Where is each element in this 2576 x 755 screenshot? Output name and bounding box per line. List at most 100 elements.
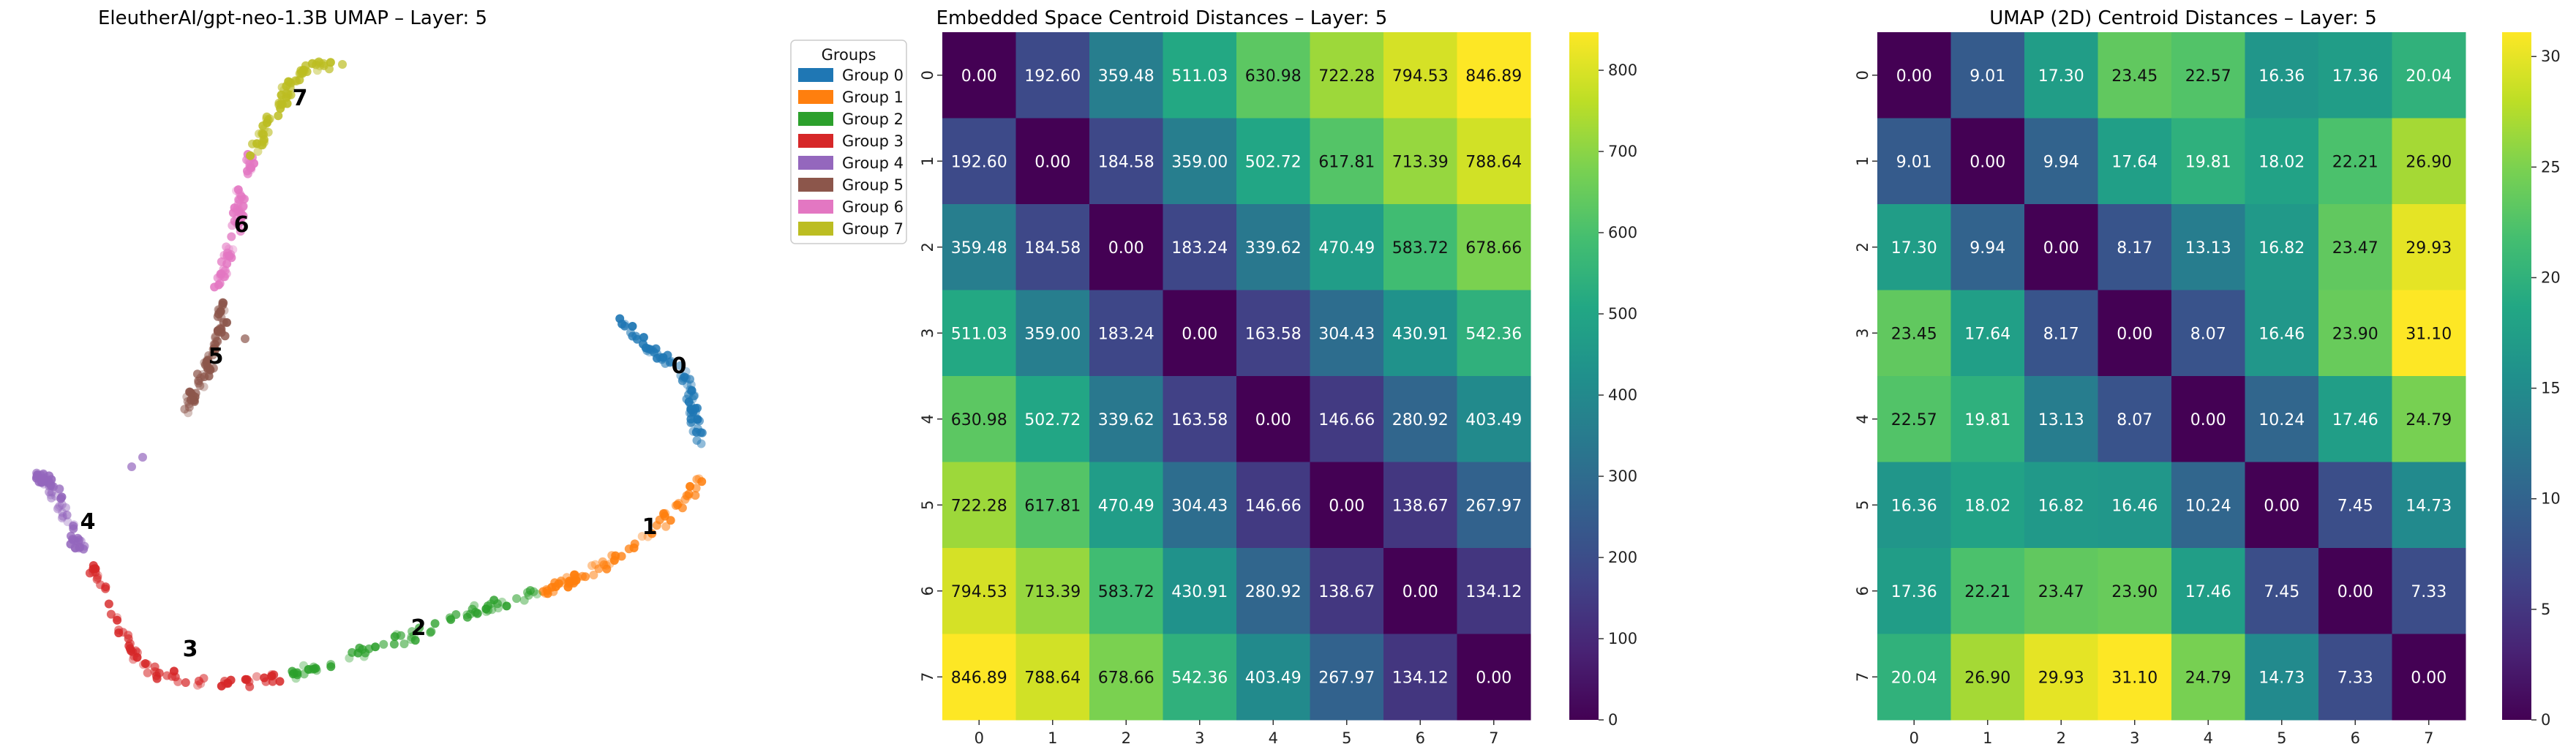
heatmap-cell-value: 678.66 bbox=[1098, 669, 1154, 687]
heatmap-cell bbox=[1310, 290, 1384, 377]
heatmap-cell bbox=[1950, 634, 2025, 721]
umap-point bbox=[275, 677, 285, 686]
umap-point bbox=[408, 627, 417, 636]
heatmap-cell-value: 630.98 bbox=[1245, 67, 1302, 86]
heatmap-cell-value: 0.00 bbox=[2117, 325, 2152, 343]
umap-point bbox=[180, 405, 189, 414]
umap-point bbox=[462, 610, 472, 620]
heatmap-cell-value: 788.64 bbox=[1465, 153, 1522, 171]
heatmap-cell-value: 470.49 bbox=[1098, 497, 1154, 515]
umap-point bbox=[571, 570, 580, 579]
umap-point bbox=[267, 672, 277, 681]
heatmap-cell-value: 24.79 bbox=[2185, 669, 2231, 687]
colorbar-tick-label: 20 bbox=[2541, 268, 2561, 286]
heatmap-cell bbox=[2171, 290, 2245, 377]
cluster-label: 5 bbox=[209, 344, 224, 369]
heatmap-cell-value: 13.13 bbox=[2038, 411, 2084, 429]
heatmap-cell-value: 184.58 bbox=[1098, 153, 1154, 171]
umap-point bbox=[430, 619, 440, 628]
umap-point bbox=[617, 319, 627, 328]
umap-point bbox=[661, 522, 671, 531]
heatmap-cell-value: 304.43 bbox=[1318, 325, 1375, 343]
heatmap-cell bbox=[1015, 634, 1090, 721]
umap-point bbox=[206, 365, 215, 375]
heatmap-cell bbox=[2392, 118, 2466, 205]
y-tick-label: 0 bbox=[919, 70, 936, 80]
x-tick-label: 2 bbox=[1122, 729, 1131, 747]
heatmap-cell-value: 8.17 bbox=[2043, 325, 2079, 343]
umap-point bbox=[307, 59, 317, 68]
heatmap-cell bbox=[942, 462, 1016, 549]
umap-point bbox=[639, 333, 648, 342]
heatmap-cell bbox=[1089, 290, 1163, 377]
heatmap-cell-value: 0.00 bbox=[1476, 669, 1512, 687]
heatmap-cell-value: 630.98 bbox=[951, 411, 1007, 429]
heatmap-cell-value: 17.64 bbox=[1964, 325, 2010, 343]
heatmap-cell-value: 9.01 bbox=[1969, 67, 2005, 86]
heatmap-cell-value: 146.66 bbox=[1318, 411, 1375, 429]
heatmap-cell bbox=[1089, 32, 1163, 119]
umap-point bbox=[564, 576, 574, 586]
umap-point bbox=[519, 596, 529, 605]
heatmap-cell-value: 713.39 bbox=[1024, 583, 1081, 601]
legend-swatch bbox=[798, 112, 833, 126]
heatmap-cell-value: 17.46 bbox=[2332, 411, 2378, 429]
umap-point bbox=[364, 644, 374, 653]
umap-point bbox=[632, 334, 642, 344]
colorbar-tick-label: 500 bbox=[1608, 305, 1637, 323]
legend-title: Groups bbox=[822, 46, 876, 64]
umap-point bbox=[241, 334, 249, 343]
umap-point bbox=[127, 462, 136, 471]
umap-point bbox=[345, 653, 354, 663]
umap-point bbox=[396, 631, 405, 640]
heatmap-cell-value: 583.72 bbox=[1392, 239, 1449, 258]
umap-point bbox=[106, 609, 116, 619]
umap-point bbox=[192, 369, 202, 379]
heatmap-cell-value: 794.53 bbox=[951, 583, 1007, 601]
heatmap-cell bbox=[1950, 376, 2025, 462]
umap-point bbox=[392, 630, 402, 639]
umap-title: EleutherAI/gpt-neo-1.3B UMAP – Layer: 5 bbox=[98, 7, 487, 29]
heatmap-cell bbox=[1877, 290, 1951, 377]
heatmap-cell-value: 134.12 bbox=[1465, 583, 1522, 601]
legend-entry: Group 0 bbox=[842, 67, 904, 84]
heatmap-cell-value: 31.10 bbox=[2406, 325, 2452, 343]
heatmap-cell-value: 511.03 bbox=[951, 325, 1007, 343]
umap-cluster-labels: 0 1 2 3 4 5 6 7 bbox=[80, 86, 687, 662]
umap-point bbox=[406, 635, 416, 645]
heatmap-cell bbox=[2392, 634, 2466, 721]
umap-point bbox=[589, 571, 598, 579]
umap-point bbox=[693, 403, 702, 413]
umap-point bbox=[389, 639, 399, 649]
heatmap-cell bbox=[1383, 118, 1457, 205]
umap-point bbox=[697, 428, 707, 437]
umap-point bbox=[338, 60, 347, 69]
heatmap-cell bbox=[1877, 204, 1951, 290]
heatmap-cell-value: 14.73 bbox=[2406, 497, 2452, 515]
x-tick-label: 6 bbox=[1416, 729, 1425, 747]
heatmap-cell bbox=[2098, 290, 2172, 377]
heatmap-cell bbox=[942, 376, 1016, 462]
umap-point bbox=[217, 257, 226, 266]
umap-point bbox=[216, 307, 225, 316]
umap-point bbox=[549, 587, 558, 596]
heatmap-cell-value: 0.00 bbox=[1182, 325, 1217, 343]
heatmap-cell-value: 722.28 bbox=[951, 497, 1007, 515]
umap-point bbox=[125, 639, 135, 648]
heatmap-cell bbox=[1310, 376, 1384, 462]
y-tick-label: 4 bbox=[1854, 414, 1871, 424]
x-tick-label: 2 bbox=[2057, 729, 2066, 747]
heatmap-cell bbox=[1457, 118, 1531, 205]
umap-point bbox=[659, 508, 669, 518]
legend-entry: Group 4 bbox=[842, 154, 904, 172]
heatmap-cell bbox=[1310, 32, 1384, 119]
umap-point bbox=[57, 500, 67, 509]
colorbar-tick-label: 400 bbox=[1608, 386, 1637, 404]
umap-point bbox=[194, 676, 203, 685]
heatmap-cell bbox=[1236, 118, 1310, 205]
heatmap-cell-value: 17.30 bbox=[1891, 239, 1937, 258]
heatmap-cell bbox=[1310, 634, 1384, 721]
umap-point bbox=[691, 484, 701, 493]
heatmap-cell bbox=[2171, 376, 2245, 462]
